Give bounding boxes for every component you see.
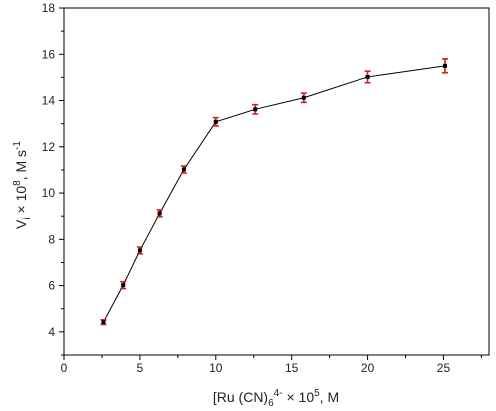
- data-point: [252, 103, 259, 115]
- x-tick-label: 15: [285, 361, 299, 375]
- x-tick-label: 5: [137, 361, 144, 375]
- x-tick-label: 10: [209, 361, 223, 375]
- data-marker: [101, 320, 106, 325]
- x-tick-label: 20: [361, 361, 375, 375]
- y-tick-label: 8: [48, 232, 55, 246]
- data-marker: [137, 248, 142, 253]
- y-tick-label: 14: [42, 94, 56, 108]
- data-marker: [253, 107, 258, 112]
- data-series: [100, 58, 448, 326]
- y-tick-label: 6: [48, 279, 55, 293]
- data-point: [156, 209, 163, 218]
- y-axis-label: Vi × 108, M s-1: [12, 141, 33, 229]
- data-point: [180, 165, 187, 174]
- plot-area: [63, 7, 490, 356]
- data-point: [300, 92, 307, 104]
- data-marker: [157, 211, 162, 216]
- data-marker: [121, 283, 126, 288]
- series-line: [103, 65, 446, 323]
- data-point: [120, 280, 127, 290]
- data-point: [364, 70, 371, 84]
- y-tick-label: 18: [42, 1, 56, 15]
- data-marker: [213, 119, 218, 124]
- y-tick-label: 12: [42, 140, 56, 154]
- data-marker: [181, 167, 186, 172]
- y-tick-label: 10: [42, 186, 56, 200]
- data-point: [441, 58, 448, 74]
- data-marker: [301, 95, 306, 100]
- data-point: [136, 246, 143, 255]
- x-axis-label: [Ru (CN)64- × 105, M: [213, 388, 339, 409]
- x-tick-label: 0: [61, 361, 68, 375]
- y-tick-label: 16: [42, 47, 56, 61]
- y-axis-ticks: 4 6 8 10 12 14 16 18: [42, 1, 64, 356]
- x-axis-ticks: 0 5 10 15 20 25: [61, 355, 482, 375]
- data-point: [100, 319, 107, 326]
- data-point: [212, 116, 219, 127]
- data-marker: [365, 74, 370, 79]
- y-tick-label: 4: [48, 325, 55, 339]
- data-marker: [442, 63, 447, 68]
- plot-frame: [63, 7, 490, 356]
- x-tick-label: 25: [437, 361, 451, 375]
